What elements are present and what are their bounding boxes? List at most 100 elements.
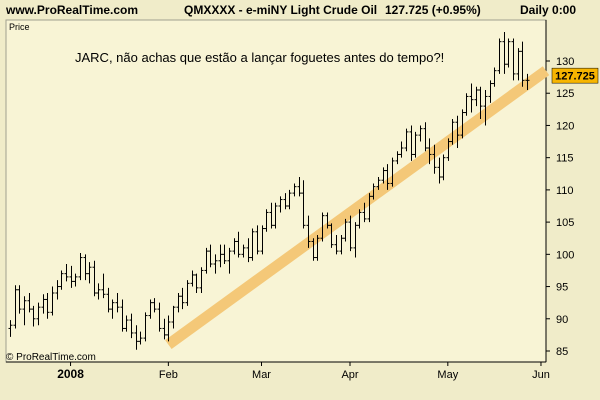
x-tick-label: 2008 bbox=[57, 367, 84, 381]
y-tick-label: 110 bbox=[556, 185, 574, 197]
ohlc-bar bbox=[83, 254, 88, 281]
ohlc-bar bbox=[418, 125, 423, 142]
x-tick-label: Jun bbox=[532, 369, 550, 381]
ohlc-bar bbox=[138, 331, 143, 345]
ohlc-bar bbox=[36, 302, 41, 326]
ohlc-bar bbox=[22, 296, 27, 326]
last-quote: 127.725 (+0.95%) bbox=[385, 3, 481, 17]
ohlc-bar bbox=[152, 298, 157, 313]
trend-line[interactable] bbox=[165, 66, 550, 350]
ohlc-bar bbox=[134, 325, 139, 350]
ohlc-bar bbox=[241, 244, 246, 258]
ohlc-bar bbox=[194, 273, 199, 293]
ohlc-bar bbox=[432, 144, 437, 174]
price-bars bbox=[8, 32, 530, 350]
trend-line-group bbox=[165, 66, 550, 350]
ohlc-bar bbox=[236, 231, 241, 258]
ohlc-bar bbox=[190, 270, 195, 287]
x-tick-label: Apr bbox=[341, 369, 358, 381]
ohlc-bar bbox=[59, 270, 64, 290]
ohlc-bar bbox=[208, 244, 213, 268]
ohlc-bar bbox=[362, 202, 367, 223]
ohlc-bar bbox=[404, 128, 409, 152]
ohlc-bar bbox=[483, 90, 488, 126]
ohlc-bar bbox=[176, 293, 181, 313]
ohlc-bar bbox=[50, 286, 55, 316]
ohlc-bar bbox=[13, 285, 18, 329]
ohlc-bar bbox=[381, 167, 386, 184]
ohlc-bar bbox=[325, 212, 330, 229]
ohlc-bar bbox=[320, 212, 325, 242]
ohlc-bar bbox=[246, 238, 251, 263]
ohlc-bar bbox=[478, 86, 483, 119]
ohlc-bar bbox=[101, 273, 106, 299]
ohlc-bar bbox=[343, 218, 348, 242]
last-price-label: 127.725 bbox=[555, 71, 595, 83]
ohlc-bar bbox=[283, 193, 288, 210]
ohlc-bar bbox=[292, 183, 297, 197]
ohlc-bar bbox=[106, 287, 111, 313]
ohlc-bar bbox=[376, 177, 381, 190]
ohlc-bar bbox=[427, 138, 432, 165]
y-tick-label: 130 bbox=[556, 56, 574, 68]
ohlc-bar bbox=[502, 32, 507, 74]
ohlc-bar bbox=[166, 315, 171, 342]
symbol-title: QMXXXX - e-miNY Light Crude Oil bbox=[184, 3, 378, 17]
ohlc-bar bbox=[353, 222, 358, 258]
ohlc-bar bbox=[469, 83, 474, 113]
y-tick-label: 105 bbox=[556, 217, 574, 229]
ohlc-bar bbox=[171, 305, 176, 329]
ohlc-bar bbox=[64, 264, 69, 282]
ohlc-bar bbox=[204, 247, 209, 274]
ohlc-bar bbox=[218, 244, 223, 268]
y-tick-label: 115 bbox=[556, 153, 574, 165]
ohlc-bar bbox=[409, 125, 414, 161]
ohlc-bar bbox=[264, 209, 269, 232]
ohlc-bar bbox=[297, 177, 302, 197]
period-label: Daily 0:00 bbox=[520, 3, 577, 17]
ohlc-bar bbox=[488, 80, 493, 103]
ohlc-bar bbox=[367, 193, 372, 223]
ohlc-bar bbox=[278, 196, 283, 213]
x-tick-label: Mar bbox=[252, 369, 271, 381]
ohlc-bar bbox=[73, 273, 78, 287]
ohlc-bar bbox=[148, 299, 153, 319]
ohlc-bar bbox=[129, 313, 134, 339]
last-price-marker: 127.725 bbox=[551, 67, 599, 84]
ohlc-bar bbox=[287, 189, 292, 210]
ohlc-bar bbox=[120, 299, 125, 332]
ohlc-bar bbox=[455, 115, 460, 148]
panel-label: Price bbox=[9, 22, 30, 32]
ohlc-bar bbox=[227, 247, 232, 274]
ohlc-bar bbox=[45, 293, 50, 319]
last-price-box bbox=[551, 67, 599, 84]
ohlc-bar bbox=[250, 228, 255, 261]
ohlc-bar bbox=[180, 287, 185, 310]
y-tick-label: 125 bbox=[556, 88, 574, 100]
ohlc-bar bbox=[520, 41, 525, 87]
ohlc-bar bbox=[143, 312, 148, 342]
ohlc-bar bbox=[334, 235, 339, 255]
y-tick-label: 90 bbox=[556, 314, 568, 326]
ohlc-bar bbox=[31, 305, 36, 327]
ohlc-bar bbox=[450, 119, 455, 145]
ohlc-bar bbox=[506, 38, 511, 68]
site-url[interactable]: www.ProRealTime.com bbox=[6, 3, 139, 17]
ohlc-bar bbox=[395, 151, 400, 165]
ohlc-bar bbox=[115, 293, 120, 313]
ohlc-bar bbox=[27, 293, 32, 313]
ohlc-bar bbox=[306, 215, 311, 248]
ohlc-bar bbox=[390, 157, 395, 187]
ohlc-bar bbox=[385, 164, 390, 190]
ohlc-bar bbox=[162, 318, 167, 340]
ohlc-bar bbox=[348, 215, 353, 252]
ohlc-bar bbox=[329, 223, 334, 248]
ohlc-bar bbox=[55, 280, 60, 300]
ohlc-bar bbox=[269, 202, 274, 229]
ohlc-bar bbox=[96, 283, 101, 300]
ohlc-bar bbox=[437, 157, 442, 184]
ohlc-bar bbox=[157, 302, 162, 332]
x-axis-ticks: 2008 Feb Mar Apr May Jun bbox=[57, 362, 550, 381]
ohlc-bar bbox=[232, 238, 237, 255]
